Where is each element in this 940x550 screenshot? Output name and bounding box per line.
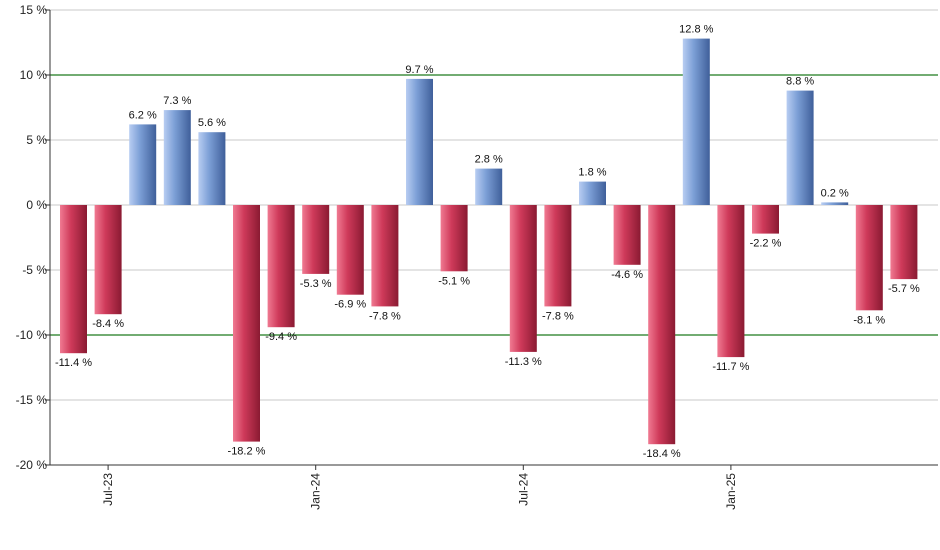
- grid-lines: [45, 9, 938, 466]
- y-tick-label: -10 %: [16, 328, 48, 342]
- bar: [198, 132, 226, 205]
- data-label: -8.4 %: [92, 318, 124, 330]
- data-label: -4.6 %: [611, 269, 643, 281]
- bars: [60, 38, 918, 445]
- y-tick-label: 5 %: [26, 133, 47, 147]
- y-tick-label: 10 %: [20, 68, 48, 82]
- data-label: 8.8 %: [786, 76, 814, 88]
- bar: [94, 205, 122, 315]
- bar: [544, 205, 572, 307]
- data-label: -7.8 %: [542, 310, 574, 322]
- data-label: 7.3 %: [163, 95, 191, 107]
- x-tick-label: Jan-24: [309, 473, 323, 510]
- x-tick-label: Jul-24: [516, 473, 530, 506]
- data-label: -18.2 %: [228, 446, 266, 458]
- bar: [648, 205, 676, 445]
- axes: 15 % 10 % 5 % 0 % -5 % -10 % -15 % -20 % Jul-23 J…: [16, 3, 938, 510]
- data-label: -6.9 %: [334, 299, 366, 311]
- bar: [129, 124, 157, 205]
- bar: [613, 205, 641, 265]
- bar: [440, 205, 468, 272]
- x-tick-label: Jan-25: [724, 473, 738, 510]
- data-label: -11.3 %: [505, 356, 542, 368]
- bar: [163, 110, 191, 205]
- data-label: 1.8 %: [578, 167, 606, 179]
- data-label: 12.8 %: [679, 24, 713, 36]
- data-label: 2.8 %: [475, 154, 503, 166]
- data-label: 9.7 %: [405, 64, 433, 76]
- y-tick-label: -20 %: [16, 458, 48, 472]
- bar: [475, 168, 503, 205]
- bar: [855, 205, 883, 311]
- y-tick-label: 15 %: [20, 3, 48, 17]
- data-label: -7.8 %: [369, 310, 401, 322]
- bar: [336, 205, 364, 295]
- data-label: -5.7 %: [888, 283, 920, 295]
- bar: [717, 205, 745, 358]
- bar: [752, 205, 779, 234]
- data-label: -9.4 %: [265, 331, 297, 343]
- data-label: -18.4 %: [643, 448, 681, 460]
- y-tick-label: -5 %: [22, 263, 47, 277]
- bar: [786, 90, 814, 205]
- data-label: -8.1 %: [853, 314, 885, 326]
- bar: [821, 202, 849, 205]
- bar: [233, 205, 260, 442]
- data-label: -11.7 %: [712, 361, 749, 373]
- data-label: -11.4 %: [55, 357, 92, 369]
- bar: [682, 38, 710, 205]
- x-tick-label: Jul-23: [101, 473, 115, 506]
- bar: [267, 205, 295, 328]
- data-labels: -11.4 % -8.4 % 6.2 % 7.3 % 5.6 % -18.2 % -9.4 …: [55, 24, 920, 461]
- data-label: 6.2 %: [129, 109, 157, 121]
- data-label: 0.2 %: [821, 187, 849, 199]
- data-label: 5.6 %: [198, 117, 226, 129]
- data-label: -5.1 %: [438, 275, 470, 287]
- bar: [302, 205, 330, 274]
- bar: [890, 205, 918, 280]
- bar: [406, 78, 433, 205]
- bar: [371, 205, 399, 307]
- bar: [60, 205, 87, 354]
- bar: [509, 205, 537, 352]
- data-label: -5.3 %: [300, 278, 332, 290]
- data-label: -2.2 %: [750, 238, 782, 250]
- y-tick-label: 0 %: [26, 198, 47, 212]
- bar: [579, 181, 606, 205]
- y-tick-label: -15 %: [16, 393, 48, 407]
